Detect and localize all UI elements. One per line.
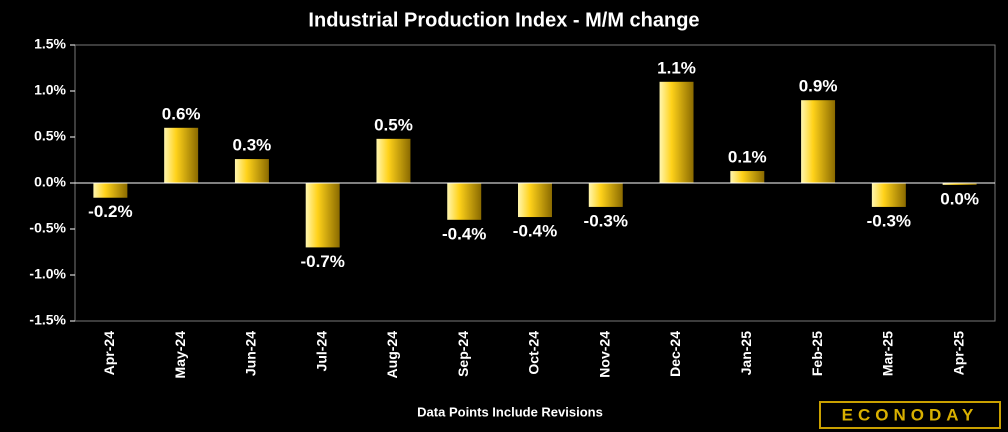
- bar: [871, 183, 906, 207]
- note: Data Points Include Revisions: [417, 404, 603, 419]
- x-tick-label: Dec-24: [667, 331, 683, 377]
- data-label: -0.4%: [442, 224, 486, 243]
- bar: [518, 183, 552, 218]
- y-tick-label: -1.0%: [29, 266, 66, 282]
- x-tick-label: Jan-25: [738, 331, 754, 376]
- y-tick-label: 1.0%: [34, 82, 66, 98]
- x-tick-label: Jun-24: [243, 331, 259, 376]
- bar: [93, 183, 128, 198]
- x-tick-label: Feb-25: [809, 331, 825, 376]
- data-label: 0.9%: [799, 77, 838, 96]
- data-label: 1.1%: [657, 58, 696, 77]
- y-tick-label: 0.5%: [34, 128, 66, 144]
- bar: [942, 183, 977, 185]
- data-label: 0.5%: [374, 115, 413, 134]
- data-label: -0.2%: [88, 202, 132, 221]
- data-label: -0.4%: [513, 222, 557, 241]
- bar: [730, 171, 765, 183]
- y-tick-label: 0.0%: [34, 174, 66, 190]
- x-tick-label: Oct-24: [526, 331, 542, 375]
- bar: [801, 100, 836, 183]
- bar: [659, 81, 694, 183]
- x-tick-label: Apr-25: [950, 331, 966, 376]
- bar: [305, 183, 340, 248]
- x-tick-label: Apr-24: [101, 331, 117, 376]
- data-label: -0.7%: [300, 252, 344, 271]
- y-tick-label: -0.5%: [29, 220, 66, 236]
- bar: [588, 183, 623, 207]
- x-tick-label: Aug-24: [384, 331, 400, 379]
- y-tick-label: 1.5%: [34, 36, 66, 52]
- data-label: 0.1%: [728, 148, 767, 167]
- chart-title: Industrial Production Index - M/M change: [308, 9, 699, 31]
- data-label: 0.3%: [233, 136, 272, 155]
- bar: [447, 183, 482, 220]
- x-tick-label: Sep-24: [455, 331, 471, 377]
- brand: ECONODAY: [842, 405, 979, 424]
- x-tick-label: Nov-24: [596, 331, 612, 378]
- brand-box: [819, 401, 1001, 429]
- data-label: 0.0%: [940, 189, 979, 208]
- bar: [164, 127, 199, 183]
- x-tick-label: Jul-24: [313, 331, 329, 372]
- data-label: -0.3%: [584, 211, 628, 230]
- x-tick-label: Mar-25: [880, 331, 896, 376]
- data-label: 0.6%: [162, 104, 201, 123]
- y-tick-label: -1.5%: [29, 312, 66, 328]
- bar: [234, 159, 269, 183]
- bar: [376, 138, 411, 183]
- x-tick-label: May-24: [172, 331, 188, 379]
- data-label: -0.3%: [867, 211, 911, 230]
